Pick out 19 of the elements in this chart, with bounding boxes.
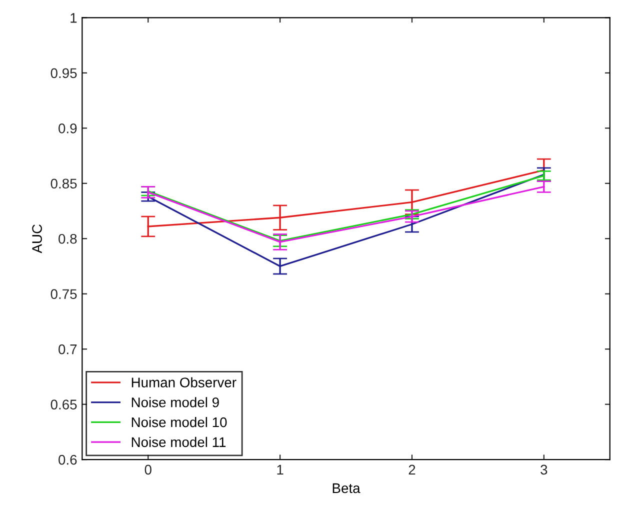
x-tick-label: 0 xyxy=(144,464,152,475)
x-axis-title: Beta xyxy=(332,483,360,494)
legend-label: Noise model 10 xyxy=(132,416,227,428)
x-tick-label: 1 xyxy=(277,464,284,474)
y-tick-label: 0.7 xyxy=(58,344,77,354)
y-tick-label: 0.8 xyxy=(58,234,77,244)
y-axis-title: AUC xyxy=(32,224,42,254)
x-tick-label: 3 xyxy=(540,464,548,475)
legend-label: Noise model 9 xyxy=(132,397,219,408)
x-tick-label: 2 xyxy=(408,464,416,474)
legend-label: Human Observer xyxy=(132,377,236,388)
y-tick-label: 0.6 xyxy=(58,454,77,465)
y-tick-label: 0.9 xyxy=(58,123,77,134)
legend-label: Noise model 11 xyxy=(132,436,226,448)
y-tick-label: 0.85 xyxy=(50,178,77,189)
y-tick-label: 1 xyxy=(70,13,77,23)
y-tick-label: 0.95 xyxy=(50,68,77,78)
y-tick-label: 0.75 xyxy=(50,289,77,300)
y-tick-label: 0.65 xyxy=(50,400,77,410)
